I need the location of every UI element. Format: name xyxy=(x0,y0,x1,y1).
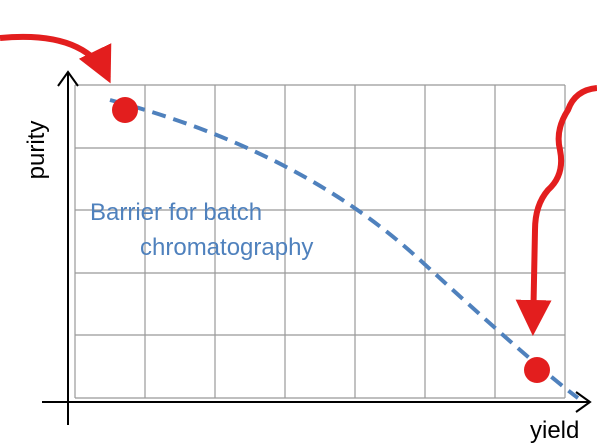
y-axis-label: purity xyxy=(23,121,50,180)
annotation-line: Barrier for batch xyxy=(90,199,262,226)
annotation-line: chromatography xyxy=(140,234,313,261)
arrow-left xyxy=(0,33,112,84)
arrow-right xyxy=(515,85,597,336)
axes xyxy=(42,70,592,425)
x-axis-label: yield xyxy=(530,417,579,444)
grid xyxy=(74,84,566,399)
end-point xyxy=(524,357,550,383)
start-point xyxy=(112,97,138,123)
